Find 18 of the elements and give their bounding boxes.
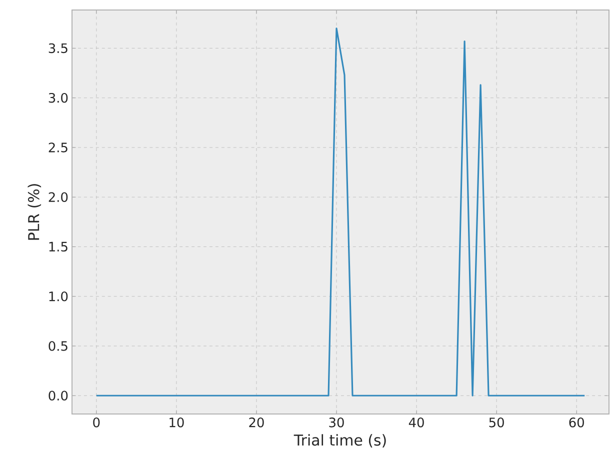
x-axis-title: Trial time (s): [294, 434, 386, 448]
y-tick-label: 3.0: [48, 92, 68, 103]
x-tick-label: 10: [170, 418, 184, 428]
y-axis-title: PLR (%): [28, 184, 42, 240]
y-tick-label: 2.0: [48, 192, 68, 202]
y-tick-label: 2.5: [48, 142, 68, 152]
y-tick-label: 1.0: [49, 291, 68, 302]
y-tick-label: 1.5: [49, 242, 68, 252]
y-tick-label: 3.5: [48, 43, 68, 54]
y-tick-label: 0.0: [48, 390, 68, 401]
y-tick-label: 0.5: [48, 341, 68, 351]
x-tick-label: 0: [93, 418, 100, 428]
x-tick-label: 60: [569, 418, 584, 428]
x-tick-label: 20: [249, 418, 264, 428]
line-series: [96, 28, 586, 396]
x-tick-label: 50: [489, 418, 504, 428]
x-tick-label: 40: [408, 418, 424, 428]
x-tick-label: 30: [329, 418, 344, 428]
